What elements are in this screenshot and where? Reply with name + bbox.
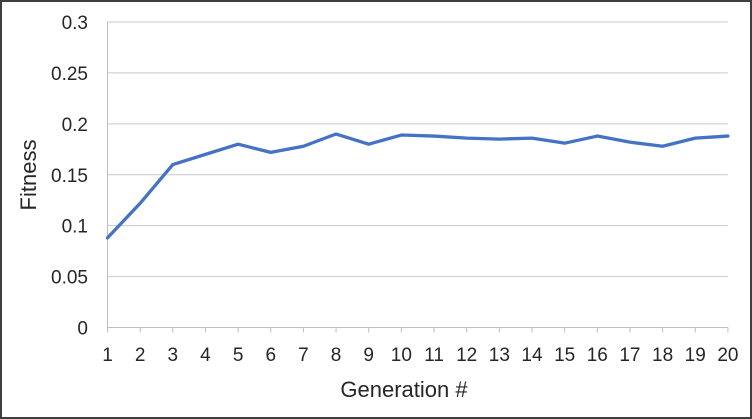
y-tick-label: 0.05 xyxy=(51,268,88,289)
x-axis-tick-labels: 1 2 3 4 5 6 7 8 9 10 11 12 13 14 15 16 17 18 19 20 xyxy=(102,345,738,366)
x-tick-label: 11 xyxy=(424,345,444,366)
axes xyxy=(107,22,728,333)
x-tick-label: 13 xyxy=(489,345,510,366)
x-tick-label: 9 xyxy=(363,345,374,366)
fitness-series-line xyxy=(105,132,730,240)
x-tick-label: 7 xyxy=(298,345,309,366)
x-tick-label: 15 xyxy=(554,345,575,366)
y-tick-label: 0.3 xyxy=(62,13,88,34)
x-tick-label: 5 xyxy=(233,345,244,366)
x-tick-label: 18 xyxy=(652,345,673,366)
x-tick-label: 19 xyxy=(685,345,706,366)
x-tick-label: 14 xyxy=(521,345,543,366)
x-tick-label: 2 xyxy=(135,345,146,366)
y-tick-label: 0.1 xyxy=(62,217,88,238)
x-tick-label: 17 xyxy=(619,345,640,366)
x-axis-title: Generation # xyxy=(340,377,468,402)
x-tick-label: 8 xyxy=(331,345,342,366)
x-tick-label: 6 xyxy=(265,345,276,366)
y-tick-label: 0 xyxy=(77,319,88,340)
x-tick-marks xyxy=(107,327,729,333)
series-group xyxy=(105,132,730,240)
y-axis-title: Fitness xyxy=(16,139,41,211)
y-tick-label: 0.25 xyxy=(51,64,88,85)
y-tick-label: 0.2 xyxy=(62,115,88,136)
gridlines xyxy=(107,21,728,278)
x-tick-label: 16 xyxy=(587,345,608,366)
y-tick-label: 0.15 xyxy=(51,166,88,187)
x-tick-label: 20 xyxy=(717,345,738,366)
y-axis-tick-labels: 0 0.05 0.1 0.15 0.2 0.25 0.3 xyxy=(51,13,88,340)
x-tick-label: 3 xyxy=(168,345,179,366)
x-tick-label: 1 xyxy=(102,345,113,366)
x-tick-label: 10 xyxy=(391,345,412,366)
x-tick-label: 4 xyxy=(200,345,211,366)
x-tick-label: 12 xyxy=(456,345,477,366)
